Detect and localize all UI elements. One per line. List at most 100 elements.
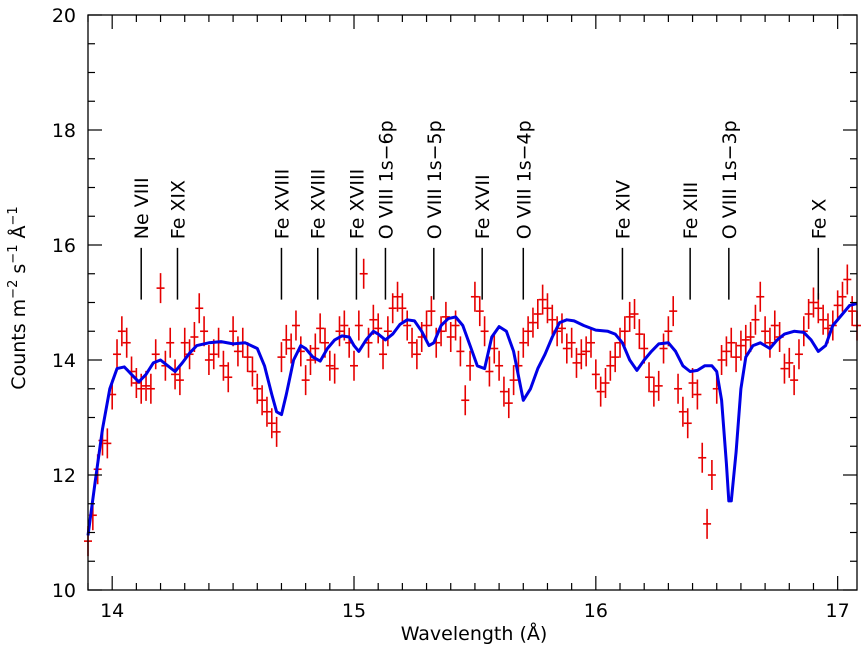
data-point <box>519 327 528 358</box>
data-point <box>625 301 634 332</box>
data-point <box>204 345 213 375</box>
data-point <box>267 408 276 439</box>
data-point <box>533 299 542 329</box>
data-point <box>412 339 421 370</box>
data-point <box>248 356 257 387</box>
line-id-label: O VIII 1s−3p <box>719 120 741 239</box>
data-point <box>480 316 489 347</box>
data-point <box>630 299 639 329</box>
data-point <box>635 319 644 350</box>
y-axis-label-exp2: −1 <box>6 245 21 264</box>
y-axis-label-base: Counts m <box>8 299 30 390</box>
y-tick-label: 20 <box>52 5 76 27</box>
data-point <box>678 396 687 427</box>
data-point <box>654 370 663 401</box>
data-point <box>698 442 707 473</box>
data-point <box>664 316 673 347</box>
data-point <box>645 362 654 393</box>
data-point <box>316 313 325 344</box>
data-point <box>330 353 339 384</box>
data-point <box>369 304 378 335</box>
data-point <box>736 330 745 361</box>
x-tick-label: 17 <box>826 600 850 622</box>
data-point <box>374 313 383 344</box>
data-point <box>243 342 252 373</box>
data-point <box>703 508 712 539</box>
data-point <box>398 293 407 324</box>
line-id-label: O VIII 1s−4p <box>513 120 535 239</box>
data-point <box>649 376 658 407</box>
data-point <box>209 339 218 370</box>
data-point <box>103 428 112 459</box>
line-id-label: Fe XIV <box>612 180 634 239</box>
y-axis-label-unit: Å <box>7 225 30 244</box>
data-point <box>441 301 450 332</box>
data-point <box>674 373 683 404</box>
data-point <box>819 304 828 335</box>
axes-layer: 14 15 16 17 10 12 14 16 18 20 <box>52 5 858 622</box>
data-point <box>756 281 765 312</box>
data-point <box>765 327 774 358</box>
y-tick-label: 16 <box>52 235 76 257</box>
data-point <box>461 385 470 416</box>
data-point <box>156 273 165 304</box>
data-point <box>504 388 513 419</box>
data-point <box>495 350 504 381</box>
data-point <box>732 342 741 373</box>
x-axis-label: Wavelength (Å) <box>401 622 548 645</box>
data-point <box>359 258 368 289</box>
data-point <box>606 350 615 381</box>
data-point <box>446 322 455 352</box>
data-point <box>451 310 460 341</box>
line-id-label: Fe XVIII <box>308 169 330 239</box>
line-id-label: Fe XVII <box>472 174 494 239</box>
y-tick-label: 10 <box>52 580 76 602</box>
data-point <box>761 316 770 347</box>
data-point <box>229 316 238 347</box>
data-point <box>287 333 296 364</box>
data-point <box>335 316 344 347</box>
data-point <box>151 339 160 370</box>
data-point <box>485 356 494 387</box>
data-point <box>422 310 431 341</box>
data-point <box>456 336 465 367</box>
data-point <box>233 336 242 367</box>
data-point <box>790 365 799 396</box>
data-point <box>524 316 533 347</box>
data-point <box>277 342 286 373</box>
data-point <box>538 284 547 315</box>
data-point <box>180 327 189 358</box>
data-point <box>582 336 591 367</box>
data-point <box>543 293 552 324</box>
data-point <box>122 327 131 358</box>
data-point <box>591 359 600 390</box>
data-point <box>751 304 760 335</box>
data-point <box>490 333 499 364</box>
data-point <box>383 316 392 347</box>
x-tick-label: 14 <box>100 600 124 622</box>
line-id-label: Fe XIII <box>680 182 702 239</box>
data-point <box>586 327 595 358</box>
line-identification-layer: Ne VIII Fe XIX Fe XVIII Fe XVIII Fe XVIII O V… <box>131 120 830 300</box>
data-point <box>117 316 126 347</box>
data-point <box>200 316 209 347</box>
data-point <box>146 373 155 404</box>
data-point <box>113 339 122 370</box>
data-point <box>325 350 334 381</box>
data-point <box>548 304 557 335</box>
data-point <box>567 327 576 358</box>
y-axis-label: Counts m−2 s−1 Å−1 <box>6 206 30 389</box>
line-id-label: O VIII 1s−6p <box>375 120 397 239</box>
x-tick-label: 16 <box>584 600 608 622</box>
data-point <box>794 339 803 370</box>
data-point <box>408 327 417 358</box>
line-id-label: Fe XVIII <box>346 169 368 239</box>
data-point <box>611 342 620 373</box>
data-point <box>577 339 586 370</box>
data-point <box>306 345 315 375</box>
data-point <box>253 373 262 404</box>
data-point <box>693 379 702 410</box>
data-point <box>470 281 479 312</box>
y-tick-label: 12 <box>52 465 76 487</box>
